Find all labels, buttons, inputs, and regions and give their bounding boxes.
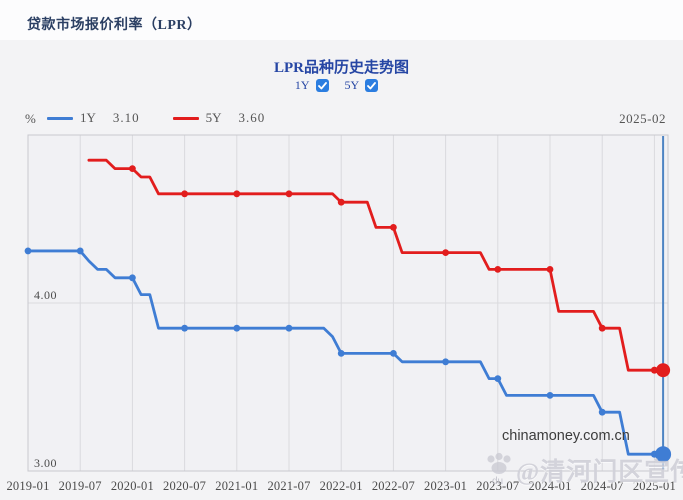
paw-watermark-icon (487, 452, 511, 474)
page-title: 贷款市场报价利率（LPR） (27, 18, 202, 33)
overlay-watermark: @清河门区宣传 (516, 459, 683, 486)
check-icon (367, 81, 377, 89)
page-header: 贷款市场报价利率（LPR） (0, 0, 683, 40)
series-toggle-row: 1Y 5Y (0, 78, 683, 93)
checkbox-1y[interactable] (315, 79, 329, 92)
chart-title: LPR品种历史走势图 (273, 60, 409, 76)
legend-row: % 1Y 3.10 5Y 3.60 2025-02 (0, 110, 683, 128)
y-axis-unit: % (25, 111, 36, 126)
legend-item-1y: 1Y 3.10 (47, 110, 140, 126)
check-icon (317, 81, 327, 89)
legend-items: 1Y 3.10 5Y 3.60 (47, 110, 265, 126)
checkbox-label-5y: 5Y (344, 78, 360, 92)
legend-item-5y: 5Y 3.60 (172, 110, 266, 126)
current-period-label: 2025-02 (619, 111, 666, 126)
legend-swatch (47, 116, 73, 120)
checkbox-5y[interactable] (365, 79, 379, 92)
legend-value: 3.60 (238, 110, 266, 125)
paw-watermark-sub: du (492, 476, 504, 487)
legend-swatch (172, 116, 199, 120)
legend-value: 3.10 (112, 110, 140, 125)
legend-label: 1Y (80, 110, 96, 125)
legend-label: 5Y (205, 110, 222, 125)
checkbox-label-1y: 1Y (294, 78, 310, 92)
site-watermark: chinamoney.com.cn (502, 428, 630, 444)
